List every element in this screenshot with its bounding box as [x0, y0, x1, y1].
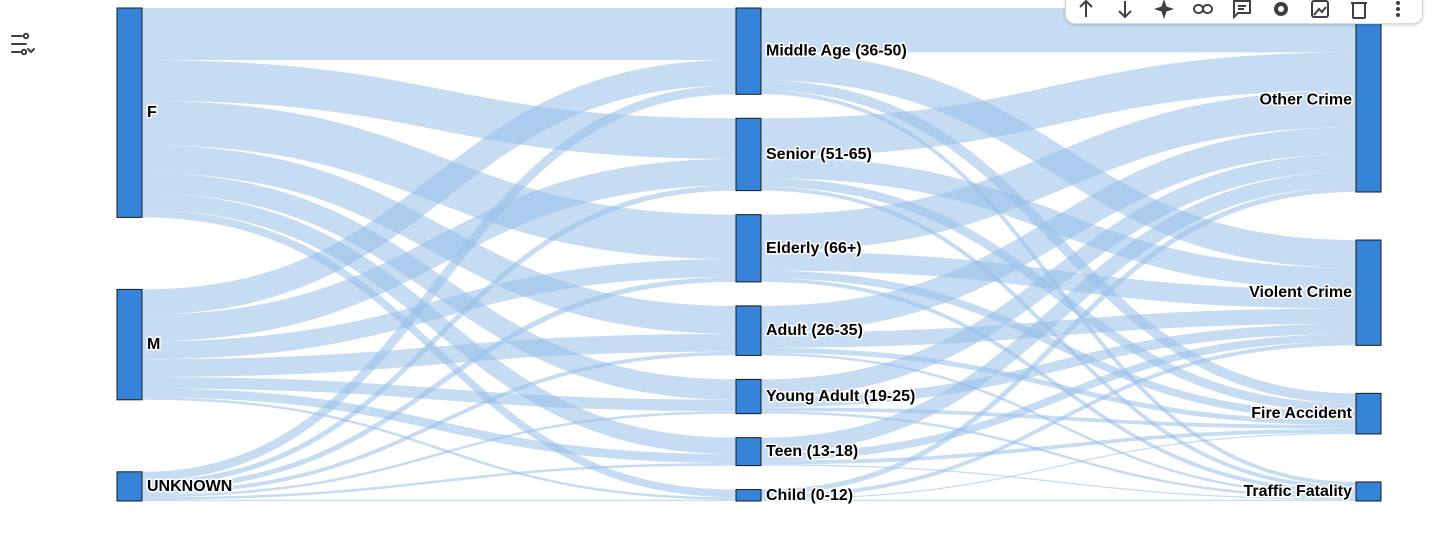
- arrow-up-icon[interactable]: [1074, 0, 1098, 21]
- node-middle-age-36-50[interactable]: [735, 7, 762, 95]
- node-label-child-0-12: Child (0-12): [766, 487, 853, 504]
- node-label-adult-26-35: Adult (26-35): [766, 322, 863, 339]
- link-unknown-to-elderly-66: [141, 276, 737, 491]
- link-child-0-12-to-violent-crime: [760, 341, 1357, 499]
- comment-icon[interactable]: [1230, 0, 1254, 21]
- link-elderly-66-to-fire-accident: [760, 270, 1357, 421]
- link-m-to-teen-13-18: [141, 388, 737, 464]
- node-teen-13-18[interactable]: [735, 437, 762, 467]
- node-adult-26-35[interactable]: [735, 305, 762, 356]
- link-teen-13-18-to-other-crime: [760, 171, 1357, 453]
- node-label-unknown: UNKNOWN: [147, 478, 232, 495]
- link-m-to-adult-26-35: [141, 333, 737, 377]
- gear-icon[interactable]: [1269, 0, 1293, 21]
- image-icon[interactable]: [1308, 0, 1332, 21]
- trash-icon[interactable]: [1347, 0, 1371, 21]
- node-young-adult-19-25[interactable]: [735, 378, 762, 415]
- link-teen-13-18-to-fire-accident: [760, 428, 1357, 465]
- node-label-fire-accident: Fire Accident: [1251, 405, 1352, 422]
- node-label-senior-51-65: Senior (51-65): [766, 146, 872, 163]
- node-label-young-adult-19-25: Young Adult (19-25): [766, 388, 915, 405]
- node-other-crime[interactable]: [1355, 7, 1382, 193]
- link-f-to-teen-13-18: [141, 193, 737, 455]
- link-elderly-66-to-other-crime: [760, 90, 1357, 252]
- node-label-m: M: [147, 336, 160, 353]
- link-senior-51-65-to-other-crime: [760, 52, 1357, 157]
- node-label-middle-age-36-50: Middle Age (36-50): [766, 43, 907, 60]
- link-adult-26-35-to-other-crime: [760, 127, 1357, 333]
- link-unknown-to-young-adult-19-25: [141, 411, 737, 498]
- node-unknown[interactable]: [116, 471, 143, 502]
- chart-toolbar: [1065, 0, 1423, 24]
- link-young-adult-19-25-to-traffic-fatality: [760, 411, 1357, 499]
- node-fire-accident[interactable]: [1355, 392, 1382, 435]
- node-label-f: F: [147, 104, 157, 121]
- link-m-to-senior-51-65: [141, 158, 737, 342]
- link-m-to-elderly-66: [141, 259, 737, 360]
- filter-list-icon[interactable]: [8, 30, 36, 58]
- link-teen-13-18-to-traffic-fatality: [760, 464, 1357, 500]
- link-young-adult-19-25-to-violent-crime: [760, 323, 1357, 408]
- link-senior-51-65-to-fire-accident: [760, 177, 1357, 413]
- node-label-violent-crime: Violent Crime: [1249, 284, 1352, 301]
- link-unknown-to-adult-26-35: [141, 351, 737, 495]
- link-unknown-to-senior-51-65: [141, 185, 737, 486]
- link-teen-13-18-to-violent-crime: [760, 333, 1357, 461]
- node-label-traffic-fatality: Traffic Fatality: [1244, 483, 1353, 500]
- link-m-to-middle-age-36-50: [141, 60, 737, 315]
- node-violent-crime[interactable]: [1355, 239, 1382, 346]
- link-child-0-12-to-fire-accident: [760, 432, 1357, 500]
- labels-layer: F M UNKNOWN Middle Age (36-50) Senior (51-65…: [146, 41, 1355, 505]
- node-elderly-66[interactable]: [735, 214, 762, 283]
- node-label-other-crime: Other Crime: [1260, 92, 1353, 109]
- node-label-teen-13-18: Teen (13-18): [766, 443, 858, 460]
- link-adult-26-35-to-traffic-fatality: [760, 352, 1357, 496]
- link-unknown-to-teen-13-18: [141, 463, 737, 500]
- link-unknown-to-middle-age-36-50: [141, 85, 737, 481]
- links-layer: [141, 7, 1357, 501]
- link-young-adult-19-25-to-other-crime: [760, 153, 1357, 398]
- link-child-0-12-to-other-crime: [760, 186, 1357, 495]
- link-m-to-child-0-12: [141, 397, 737, 500]
- arrow-down-icon[interactable]: [1113, 0, 1137, 21]
- link-adult-26-35-to-violent-crime: [760, 308, 1357, 348]
- node-label-elderly-66: Elderly (66+): [766, 240, 862, 257]
- link-adult-26-35-to-fire-accident: [760, 347, 1357, 426]
- link-icon[interactable]: [1191, 0, 1215, 21]
- more-vert-icon[interactable]: [1386, 0, 1410, 21]
- node-f[interactable]: [116, 7, 143, 218]
- link-m-to-young-adult-19-25: [141, 376, 737, 412]
- node-traffic-fatality[interactable]: [1355, 481, 1382, 502]
- node-senior-51-65[interactable]: [735, 117, 762, 192]
- sparkle-icon[interactable]: [1152, 0, 1176, 21]
- link-f-to-senior-51-65: [141, 60, 737, 159]
- node-m[interactable]: [116, 288, 143, 401]
- node-child-0-12[interactable]: [735, 489, 762, 502]
- nodes-layer: [116, 7, 1382, 502]
